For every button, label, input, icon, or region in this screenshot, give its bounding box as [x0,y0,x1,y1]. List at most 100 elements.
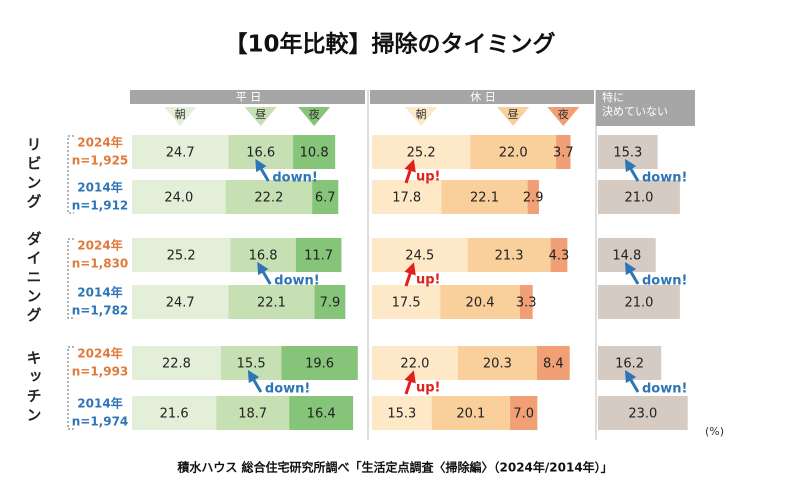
source-note: 積水ハウス 総合住宅研究所調べ「生活定点調査〈掃除編〉（2024年/2014年）… [176,460,612,475]
value-label: 20.4 [466,296,495,311]
value-label: 22.1 [470,191,499,206]
bar-segment [556,135,571,169]
series-label: 夜 [309,107,320,121]
bar-segment [536,346,570,380]
value-label: 11.7 [304,249,333,264]
value-label: 16.4 [307,407,336,422]
series-label: 朝 [175,108,186,121]
annotation-arrow [624,158,640,182]
annotation-arrow [404,262,416,287]
value-label: 8.4 [543,357,564,372]
value-label: 24.5 [405,249,434,264]
value-label: 2.9 [523,191,544,206]
bar-segment [132,180,226,214]
room-bracket [67,135,74,214]
value-label: 15.3 [613,146,642,161]
bar-segment [519,285,533,319]
value-label: 7.9 [320,296,341,311]
bar-segment [457,346,537,380]
bar-segment [293,135,336,169]
bar-segment [295,238,342,272]
bar-segment [281,346,358,380]
bar-segment [440,285,520,319]
series-header-box: 特に 決めていない [602,91,668,118]
bar-segment [470,135,557,169]
annotation: down! [642,171,687,186]
value-label: 6.7 [315,191,336,206]
value-label: 20.1 [456,407,485,422]
value-label: 21.3 [495,249,524,264]
bar-segment [527,180,539,214]
annotation: down! [272,171,317,186]
series-marker [164,107,197,126]
row-n: n=1,782 [72,304,129,318]
group-label: 休 日 [470,91,496,104]
series-label: 特に 決めていない [602,91,668,118]
value-label: 22.8 [162,357,191,372]
bar-segment [550,238,568,272]
row-n: n=1,993 [72,365,129,379]
value-label: 3.7 [553,146,574,161]
bar-segment [441,180,528,214]
row-n: n=1,974 [72,415,129,429]
row-n: n=1,830 [72,257,129,271]
bar-segment [467,238,551,272]
value-label: 25.2 [407,146,436,161]
value-label: 22.0 [400,357,429,372]
annotation: up! [416,273,441,288]
bar-segment [372,135,471,169]
value-label: 22.1 [257,296,286,311]
series-marker [497,107,530,126]
row-year: 2014年 [77,396,122,411]
annotation: down! [642,274,687,289]
value-label: 15.5 [237,357,266,372]
value-label: 16.6 [246,146,275,161]
room-label: リビング [25,137,43,213]
group-label: 平 日 [236,91,262,104]
value-label: 21.6 [160,407,189,422]
value-label: 20.3 [483,357,512,372]
room-label: ダイニング [25,230,43,326]
bar-segment [314,285,346,319]
series-label: 朝 [416,108,427,121]
value-label: 17.8 [392,191,421,206]
row-year: 2014年 [77,180,122,195]
bar-segment [228,285,315,319]
series-marker [244,107,277,126]
value-label: 7.0 [513,407,534,422]
bar-segment [132,285,229,319]
series-label: 昼 [255,108,266,121]
series-marker [405,107,438,126]
value-label: 25.2 [167,249,196,264]
bar-segment [372,285,441,319]
series-label: 昼 [508,108,519,121]
annotation: up! [416,381,441,396]
room-label: キッチン [25,350,43,426]
unit-label: (%) [705,425,724,438]
value-label: 24.7 [166,296,195,311]
value-label: 22.0 [499,146,528,161]
bar-segment [312,180,339,214]
group-header [370,90,594,104]
value-label: 14.8 [612,249,641,264]
series-label: 夜 [558,107,569,121]
bar-segment [132,135,229,169]
row-year: 2024年 [77,135,122,150]
value-label: 4.3 [549,249,570,264]
annotation-arrow [257,261,272,285]
annotation-arrow [624,261,640,285]
value-label: 17.5 [392,296,421,311]
bar-segment [598,180,680,214]
value-label: 19.6 [305,357,334,372]
value-label: 10.8 [300,146,329,161]
series-marker [547,107,580,126]
bar-segment [372,238,468,272]
value-label: 18.7 [238,407,267,422]
group-header [130,90,365,104]
value-label: 24.7 [166,146,195,161]
chart-title: 【10年比較】掃除のタイミング [224,31,555,58]
row-year: 2014年 [77,285,122,300]
bar-segment [132,396,217,430]
annotation-arrow [247,369,263,393]
